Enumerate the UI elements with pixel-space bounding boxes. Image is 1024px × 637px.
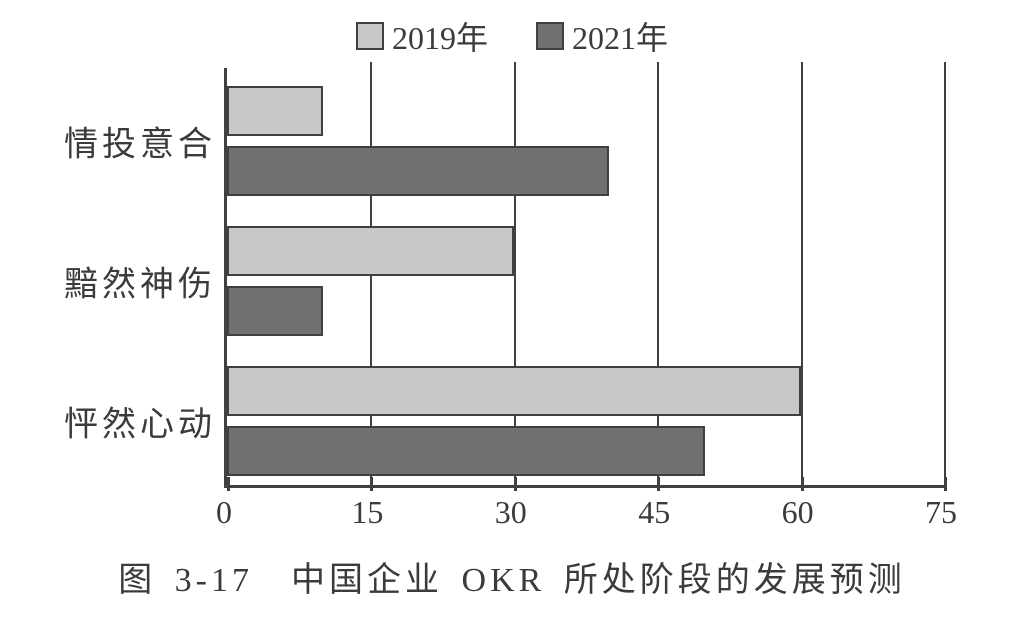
bar-s1	[227, 226, 514, 276]
bar-s1	[227, 366, 801, 416]
x-tick-label: 0	[216, 494, 232, 531]
x-tick-label: 60	[782, 494, 814, 531]
x-tick	[944, 477, 947, 491]
y-category-label: 黯然神伤	[64, 257, 216, 306]
x-tick-label: 75	[925, 494, 957, 531]
legend-item: 2019年	[356, 13, 488, 59]
bar-s2	[227, 146, 609, 196]
legend-item: 2021年	[536, 13, 668, 59]
y-category-label: 怦然心动	[64, 397, 216, 446]
gridline-vertical	[657, 62, 659, 485]
bar-s1	[227, 86, 323, 136]
gridline-vertical	[801, 62, 803, 485]
legend-label: 2021年	[572, 13, 668, 59]
bar-s2	[227, 286, 323, 336]
x-tick-label: 15	[351, 494, 383, 531]
x-tick-label: 30	[495, 494, 527, 531]
y-category-label: 情投意合	[64, 117, 216, 166]
gridline-vertical	[514, 62, 516, 485]
x-axis-labels: 01530456075	[224, 488, 944, 534]
plot-area	[224, 68, 944, 488]
figure-caption: 图 3-17 中国企业 OKR 所处阶段的发展预测	[40, 552, 984, 601]
figure: 2019年 2021年 情投意合黯然神伤怦然心动 0 15 30 45 60 75 图 3-…	[40, 8, 984, 601]
plot-wrap: 情投意合黯然神伤怦然心动 0 15 30 45 60 75	[40, 68, 984, 534]
gridline-vertical	[944, 62, 946, 485]
legend-swatch-icon	[536, 22, 564, 50]
x-tick-label: 45	[638, 494, 670, 531]
bar-s2	[227, 426, 705, 476]
legend-label: 2019年	[392, 13, 488, 59]
legend-swatch-icon	[356, 22, 384, 50]
legend: 2019年 2021年	[40, 8, 984, 64]
